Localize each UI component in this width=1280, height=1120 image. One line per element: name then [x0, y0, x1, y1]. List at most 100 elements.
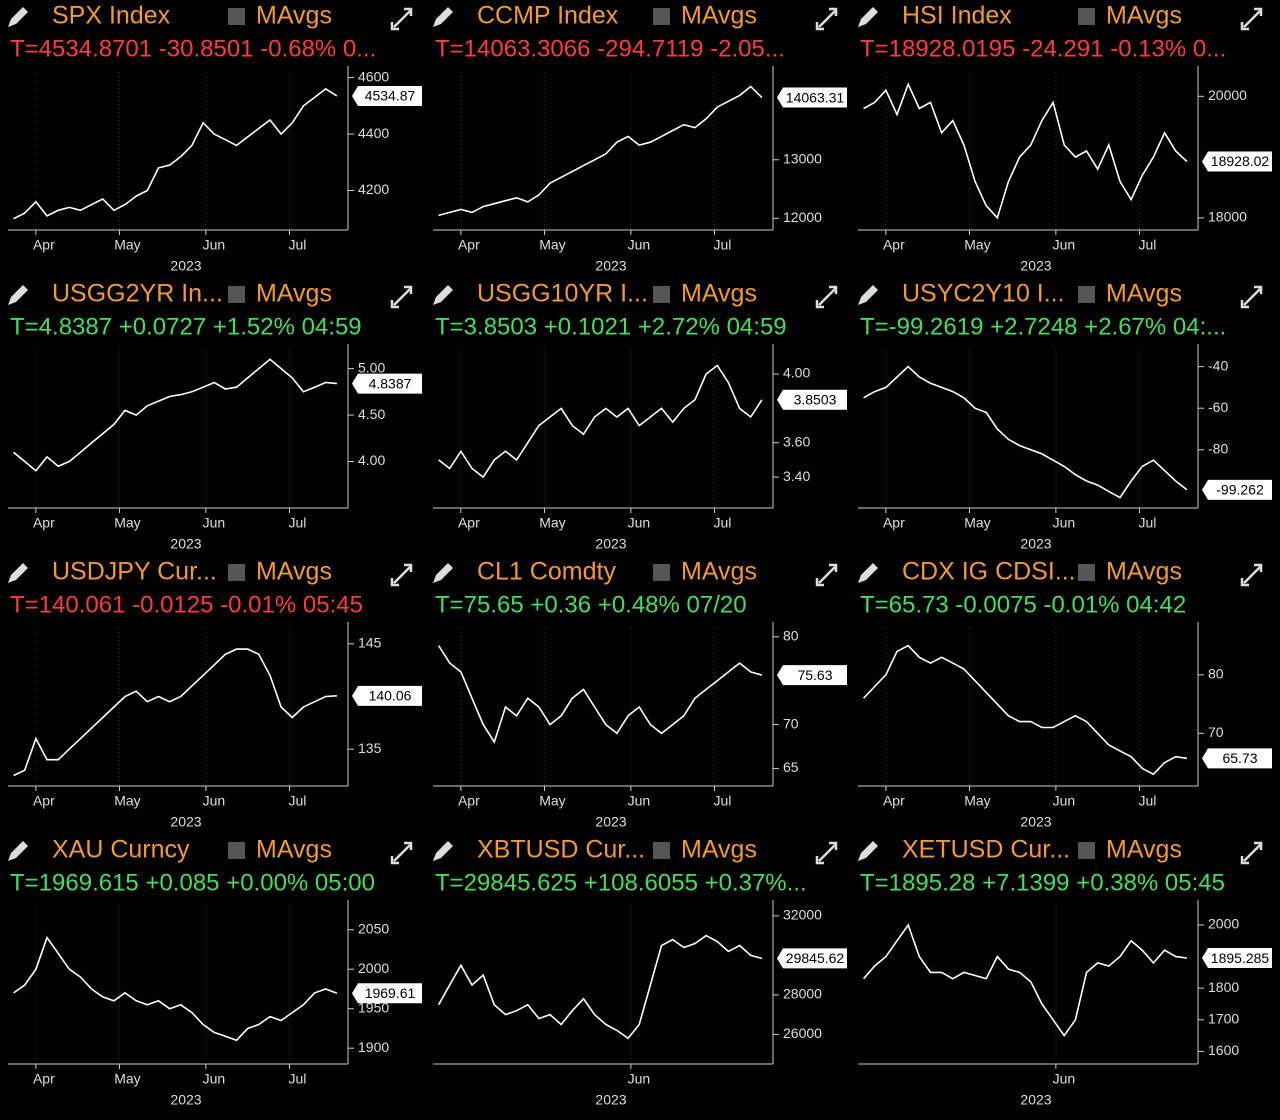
edit-icon[interactable]	[433, 563, 453, 583]
x-tick-label: Jun	[628, 1071, 651, 1087]
legend-swatch[interactable]	[1078, 8, 1095, 25]
legend-swatch[interactable]	[1078, 564, 1095, 581]
y-tick-label: 4600	[358, 68, 389, 84]
expand-icon[interactable]	[1240, 841, 1263, 865]
last-value-label: 29845.62	[786, 950, 845, 966]
last-value-label: -99.262	[1216, 482, 1264, 498]
last-value-tag	[1202, 151, 1272, 172]
quote-line: T=29845.625 +108.6055 +0.37%...	[435, 869, 807, 896]
last-value-tag	[1202, 748, 1272, 769]
edit-icon[interactable]	[858, 563, 878, 583]
chart-panel: XBTUSD Cur... MAvgs T=29845.625 +108.6055 …	[433, 836, 847, 1108]
edit-icon[interactable]	[433, 7, 453, 27]
edit-icon[interactable]	[433, 285, 453, 305]
edit-icon[interactable]	[858, 285, 878, 305]
edit-icon[interactable]	[8, 7, 28, 27]
chart-title: CCMP Index	[477, 2, 619, 30]
legend-swatch[interactable]	[228, 564, 245, 581]
expand-icon[interactable]	[390, 7, 413, 31]
x-tick-label: Jun	[203, 1071, 226, 1087]
legend-label: MAvgs	[256, 836, 332, 864]
legend-swatch[interactable]	[653, 8, 670, 25]
price-line	[863, 365, 1188, 499]
y-tick-label: 70	[1208, 724, 1224, 740]
expand-icon[interactable]	[390, 563, 413, 587]
x-tick-label: Apr	[33, 515, 55, 531]
y-tick-label: 5.00	[358, 359, 385, 375]
legend-swatch[interactable]	[653, 564, 670, 581]
edit-icon[interactable]	[858, 7, 878, 27]
quote-line: T=140.061 -0.0125 -0.01% 05:45	[10, 591, 363, 618]
chart-panel: USYC2Y10 I... MAvgs T=-99.2619 +2.7248 +2.…	[858, 280, 1272, 552]
expand-icon[interactable]	[1240, 563, 1263, 587]
x-axis-year: 2023	[595, 814, 626, 830]
expand-icon[interactable]	[815, 841, 838, 865]
last-value-tag	[1202, 479, 1272, 500]
x-tick-label: May	[539, 793, 565, 809]
y-tick-label: -40	[1208, 357, 1228, 373]
y-tick-label: 12000	[783, 209, 822, 225]
chart-title: SPX Index	[52, 2, 171, 30]
last-value-label: 4.8387	[369, 375, 412, 391]
chart-title: USGG10YR I...	[477, 280, 648, 308]
y-tick-label: 80	[783, 627, 799, 643]
y-tick-label: 13000	[783, 150, 822, 166]
x-axis-year: 2023	[1020, 258, 1051, 274]
quote-line: T=3.8503 +0.1021 +2.72% 04:59	[435, 313, 787, 340]
x-tick-label: Jul	[714, 515, 732, 531]
legend-label: MAvgs	[681, 2, 757, 30]
legend-swatch[interactable]	[1078, 286, 1095, 303]
expand-icon[interactable]	[390, 841, 413, 865]
y-tick-label: 4400	[358, 125, 389, 141]
legend-label: MAvgs	[256, 280, 332, 308]
edit-icon[interactable]	[8, 563, 28, 583]
legend-label: MAvgs	[681, 280, 757, 308]
x-axis-year: 2023	[170, 536, 201, 552]
last-value-tag	[777, 665, 847, 686]
x-tick-label: May	[114, 515, 140, 531]
x-tick-label: Apr	[883, 237, 905, 253]
x-tick-label: Jul	[1139, 793, 1157, 809]
expand-icon[interactable]	[815, 7, 838, 31]
legend-swatch[interactable]	[228, 842, 245, 859]
x-tick-label: Apr	[33, 1071, 55, 1087]
legend-swatch[interactable]	[1078, 842, 1095, 859]
y-tick-label: 2050	[358, 920, 389, 936]
legend-swatch[interactable]	[653, 286, 670, 303]
legend-swatch[interactable]	[228, 286, 245, 303]
edit-icon[interactable]	[8, 285, 28, 305]
price-line	[13, 87, 338, 220]
quote-line: T=-99.2619 +2.7248 +2.67% 04:...	[860, 313, 1226, 340]
quote-line: T=14063.3066 -294.7119 -2.05...	[435, 35, 785, 62]
y-tick-label: 3.60	[783, 433, 810, 449]
price-line	[863, 644, 1188, 776]
last-value-tag	[352, 983, 422, 1004]
legend-swatch[interactable]	[653, 842, 670, 859]
x-tick-label: May	[964, 237, 990, 253]
edit-icon[interactable]	[858, 841, 878, 861]
expand-icon[interactable]	[1240, 285, 1263, 309]
edit-icon[interactable]	[433, 841, 453, 861]
price-line	[863, 82, 1188, 220]
chart-title: USDJPY Cur...	[52, 558, 217, 586]
expand-icon[interactable]	[390, 285, 413, 309]
last-value-label: 14063.31	[786, 89, 845, 105]
expand-icon[interactable]	[815, 563, 838, 587]
legend-swatch[interactable]	[228, 8, 245, 25]
x-tick-label: Apr	[33, 793, 55, 809]
quote-line: T=75.65 +0.36 +0.48% 07/20	[435, 591, 747, 618]
expand-icon[interactable]	[815, 285, 838, 309]
x-tick-label: Apr	[883, 515, 905, 531]
quote-line: T=1969.615 +0.085 +0.00% 05:00	[10, 869, 375, 896]
y-tick-label: 20000	[1208, 87, 1247, 103]
x-tick-label: Apr	[33, 237, 55, 253]
edit-icon[interactable]	[8, 841, 28, 861]
last-value-tag	[1202, 948, 1272, 969]
legend-label: MAvgs	[1106, 2, 1182, 30]
last-value-tag	[777, 948, 847, 969]
chart-panel: XETUSD Cur... MAvgs T=1895.28 +7.1399 +0.3…	[858, 836, 1272, 1108]
expand-icon[interactable]	[1240, 7, 1263, 31]
chart-panel: CCMP Index MAvgs T=14063.3066 -294.7119 -2…	[433, 2, 847, 274]
